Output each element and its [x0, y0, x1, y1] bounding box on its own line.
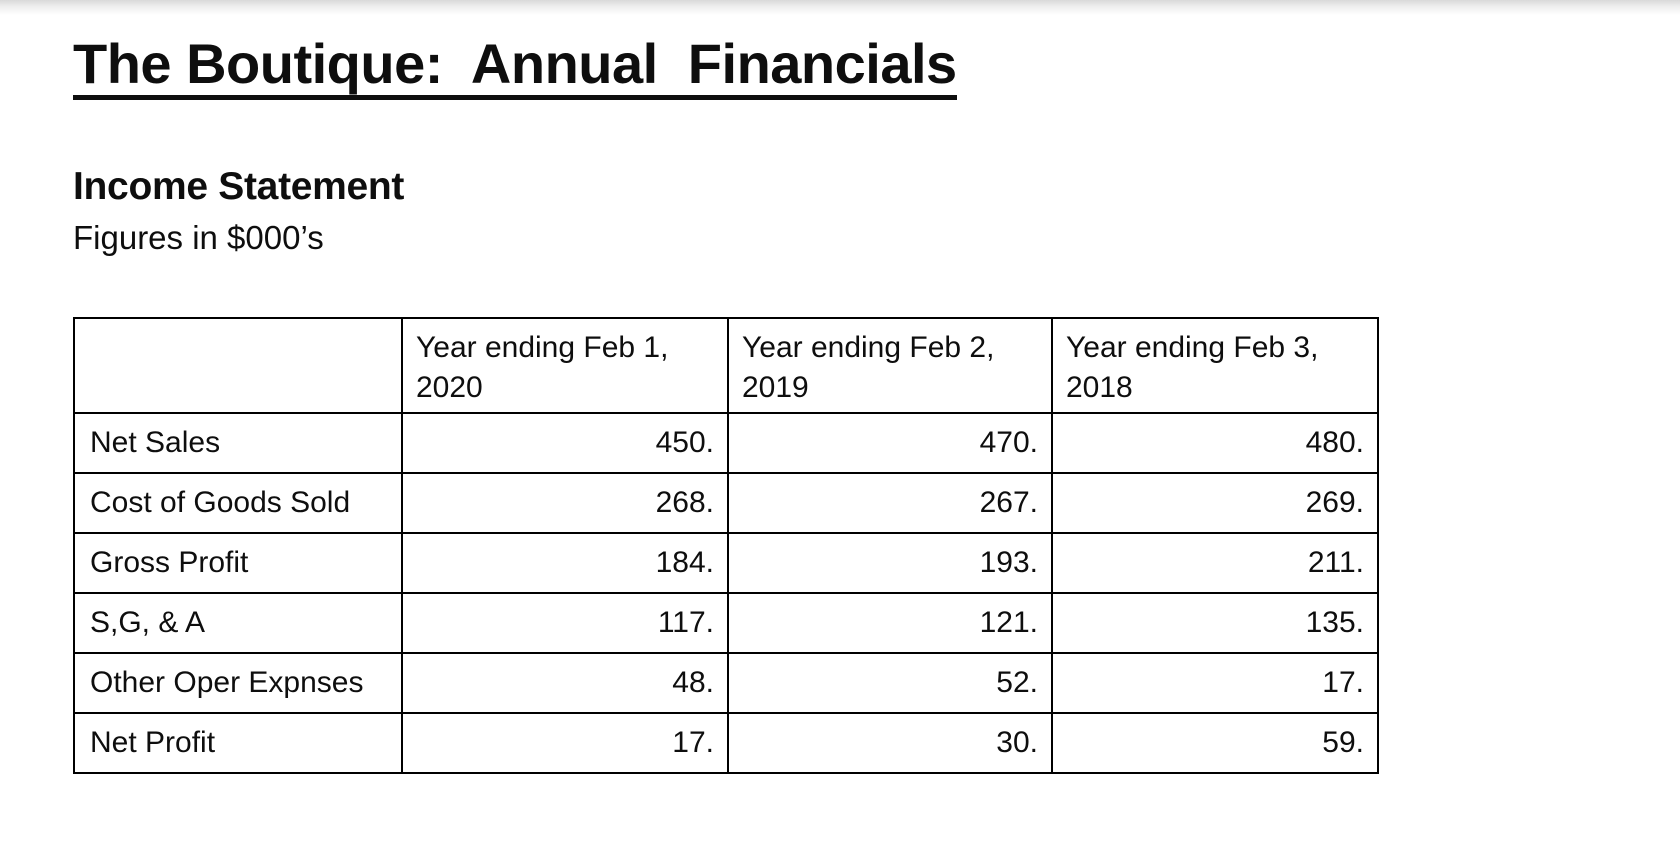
units-note: Figures in $000’s	[73, 218, 324, 256]
header-cell-fy2018: Year ending Feb 3, 2018	[1051, 316, 1379, 414]
value-cell: 48.	[401, 651, 729, 714]
row-label: Net Sales	[73, 411, 403, 474]
value-cell: 17.	[401, 711, 729, 774]
section-heading: Income Statement	[73, 165, 405, 208]
header-cell-blank	[73, 316, 403, 414]
header-fy2019-line2: 2019	[742, 370, 809, 404]
header-fy2020-line1: Year ending Feb 1,	[416, 330, 669, 364]
header-cell-fy2019: Year ending Feb 2, 2019	[727, 316, 1053, 414]
table-row-other-oper-expenses: Other Oper Expnses 48. 52. 17.	[73, 651, 1379, 714]
value-cell: 193.	[727, 531, 1053, 594]
value-cell: 184.	[401, 531, 729, 594]
value-cell: 30.	[727, 711, 1053, 774]
value-cell: 121.	[727, 591, 1053, 654]
header-fy2020-line2: 2020	[416, 370, 483, 404]
header-fy2019-line1: Year ending Feb 2,	[742, 330, 995, 364]
row-label: S,G, & A	[73, 591, 403, 654]
table-row-net-profit: Net Profit 17. 30. 59.	[73, 711, 1379, 774]
value-cell: 52.	[727, 651, 1053, 714]
document-content: The Boutique: Annual Financials Income S…	[73, 0, 1379, 774]
value-cell: 269.	[1051, 471, 1379, 534]
value-cell: 59.	[1051, 711, 1379, 774]
value-cell: 480.	[1051, 411, 1379, 474]
header-fy2018-line1: Year ending Feb 3,	[1066, 330, 1319, 364]
value-cell: 117.	[401, 591, 729, 654]
table-row-sga: S,G, & A 117. 121. 135.	[73, 591, 1379, 654]
income-statement-table: Year ending Feb 1, 2020 Year ending Feb …	[73, 316, 1379, 774]
value-cell: 450.	[401, 411, 729, 474]
value-cell: 211.	[1051, 531, 1379, 594]
value-cell: 470.	[727, 411, 1053, 474]
row-label: Cost of Goods Sold	[73, 471, 403, 534]
value-cell: 17.	[1051, 651, 1379, 714]
header-cell-fy2020: Year ending Feb 1, 2020	[401, 316, 729, 414]
table-row-cogs: Cost of Goods Sold 268. 267. 269.	[73, 471, 1379, 534]
row-label: Net Profit	[73, 711, 403, 774]
table-header-row: Year ending Feb 1, 2020 Year ending Feb …	[73, 316, 1379, 414]
page-title: The Boutique: Annual Financials	[73, 36, 957, 100]
top-edge-shadow	[0, 0, 1680, 15]
header-fy2018-line2: 2018	[1066, 370, 1133, 404]
row-label: Gross Profit	[73, 531, 403, 594]
value-cell: 267.	[727, 471, 1053, 534]
value-cell: 135.	[1051, 591, 1379, 654]
table-row-net-sales: Net Sales 450. 470. 480.	[73, 411, 1379, 474]
value-cell: 268.	[401, 471, 729, 534]
table-row-gross-profit: Gross Profit 184. 193. 211.	[73, 531, 1379, 594]
row-label: Other Oper Expnses	[73, 651, 403, 714]
